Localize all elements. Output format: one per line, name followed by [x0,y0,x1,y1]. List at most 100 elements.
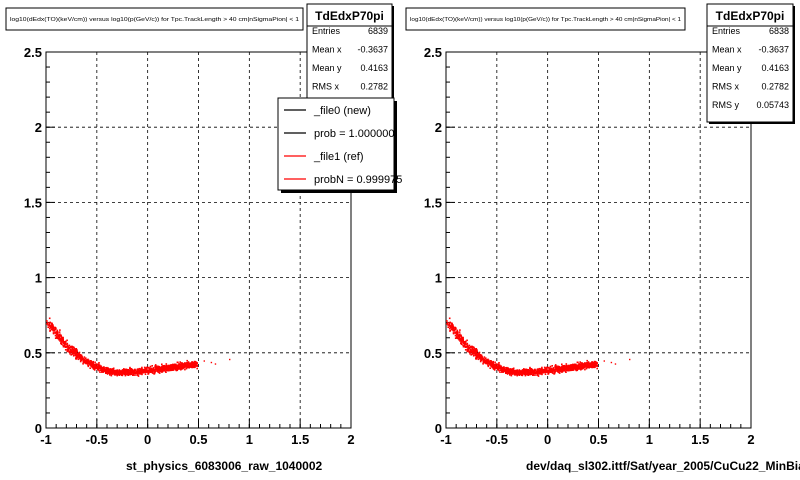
scatter-point [479,355,481,357]
scatter-point [151,370,154,372]
scatter-point [547,366,550,369]
scatter-point [497,365,500,368]
scatter-point [547,373,549,375]
scatter-point [577,361,579,364]
scatter-point [112,371,115,374]
scatter-point [156,365,158,367]
scatter-point [93,368,96,370]
scatter-point [109,368,112,370]
scatter-point [59,339,62,342]
scatter-point [92,361,94,364]
x-tick-label: 1.5 [291,432,309,447]
scatter-point [163,366,166,369]
scatter-point [463,343,466,345]
scatter-point [585,367,588,370]
scatter-point [152,367,155,369]
scatter-point [516,373,519,376]
scatter-point [472,346,475,348]
scatter-point [451,327,454,330]
scatter-point [583,362,586,364]
scatter-point [71,350,74,352]
scatter-point [498,369,500,372]
scatter-point [229,358,231,361]
scatter-point [476,353,479,355]
scatter-point [536,371,539,373]
scatter-point [452,326,455,328]
scatter-point [503,366,505,368]
scatter-point [568,369,570,372]
scatter-point [629,358,631,361]
scatter-point [173,368,175,370]
scatter-point [516,374,518,377]
scatter-point [97,365,100,368]
scatter-point [511,372,513,374]
scatter-point [560,368,563,370]
scatter-point [101,367,103,369]
scatter-point [117,372,120,374]
scatter-point [137,369,140,371]
scatter-point [462,336,464,339]
scatter-point [456,332,459,334]
scatter-point [137,375,140,377]
scatter-point [582,365,585,368]
scatter-point [452,332,455,334]
scatter-point [165,365,168,368]
scatter-point [515,370,518,372]
scatter-point [447,321,449,324]
scatter-point [119,372,122,374]
y-tick-label: 1.5 [24,195,42,210]
scatter-point [166,369,169,372]
scatter-point [526,371,528,374]
scatter-point [185,362,187,364]
scatter-point [79,355,81,357]
scatter-point [51,323,53,326]
scatter-point [495,367,498,370]
stats-row-value: 0.2782 [761,82,789,92]
legend-label: probN = 0.999975 [314,174,402,186]
scatter-point [520,371,523,373]
scatter-point [95,363,98,365]
scatter-point [524,369,527,372]
scatter-point [160,366,163,368]
scatter-point [489,360,492,362]
scatter-point [54,328,57,331]
scatter-point [526,372,529,375]
scatter-point [509,368,512,370]
scatter-point [154,369,156,372]
scatter-point [75,358,77,360]
scatter-point [176,367,179,370]
scatter-point [76,353,79,355]
scatter-point [163,370,165,372]
scatter-point [140,369,142,371]
scatter-point [109,371,112,373]
scatter-point [581,367,584,369]
scatter-point [462,340,464,342]
scatter-point [469,353,471,355]
scatter-point [498,366,500,369]
scatter-point [479,360,482,363]
scatter-point [527,373,530,376]
scatter-point [524,374,527,377]
scatter-point [152,369,154,371]
scatter-point [130,368,133,371]
scatter-point [193,364,195,366]
scatter-point [210,361,213,364]
scatter-point [452,329,454,332]
scatter-point [167,364,170,367]
scatter-point [526,370,529,372]
scatter-point [473,351,475,353]
scatter-point [142,371,144,373]
scatter-point [523,371,525,373]
scatter-point [147,373,149,375]
scatter-point [512,367,515,370]
scatter-point [519,371,522,373]
scatter-point [471,348,474,351]
scatter-point [462,337,464,340]
scatter-point [589,364,591,366]
scatter-point [486,359,488,361]
stats-row-label: RMS y [712,100,740,110]
scatter-point [90,361,93,363]
scatter-point [472,348,475,351]
scatter-point [84,361,86,363]
scatter-point [94,364,96,367]
